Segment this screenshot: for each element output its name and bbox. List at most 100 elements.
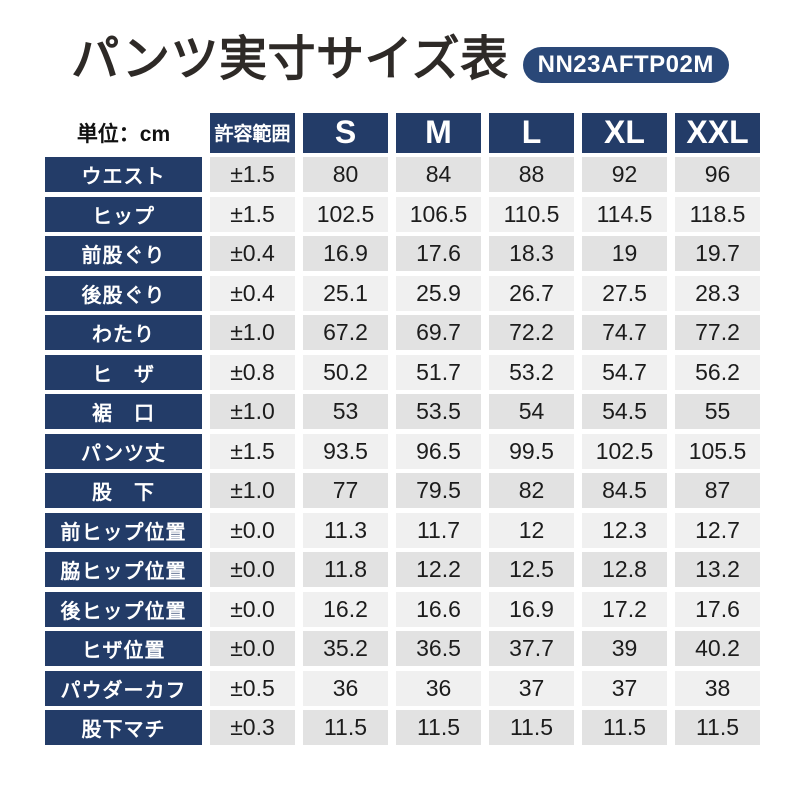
size-value: 11.5 [396,710,481,746]
size-value: 77 [303,473,388,509]
tolerance-value: ±1.5 [210,433,295,469]
size-value: 37 [582,670,667,706]
size-value: 102.5 [303,196,388,232]
size-value: 69.7 [396,315,481,351]
tolerance-value: ±1.0 [210,473,295,509]
row-label: 後股ぐり [45,275,202,311]
size-value: 79.5 [396,473,481,509]
size-value: 17.6 [396,236,481,272]
size-value: 110.5 [489,196,574,232]
size-value: 54.7 [582,354,667,390]
row-label: わたり [45,315,202,351]
size-value: 39 [582,631,667,667]
size-value: 18.3 [489,236,574,272]
size-value: 53.2 [489,354,574,390]
tolerance-value: ±0.0 [210,552,295,588]
size-value: 96.5 [396,433,481,469]
size-value: 88 [489,157,574,193]
size-value: 16.2 [303,591,388,627]
size-value: 87 [675,473,760,509]
size-value: 92 [582,157,667,193]
size-value: 56.2 [675,354,760,390]
size-value: 84.5 [582,473,667,509]
size-value: 16.9 [303,236,388,272]
size-value: 27.5 [582,275,667,311]
size-value: 82 [489,473,574,509]
tolerance-value: ±0.4 [210,275,295,311]
size-value: 106.5 [396,196,481,232]
tolerance-value: ±0.3 [210,710,295,746]
size-value: 25.1 [303,275,388,311]
size-value: 11.5 [303,710,388,746]
row-label: パンツ丈 [45,433,202,469]
size-value: 99.5 [489,433,574,469]
tolerance-value: ±0.4 [210,236,295,272]
row-label: 前ヒップ位置 [45,512,202,548]
tolerance-value: ±1.0 [210,394,295,430]
size-value: 53 [303,394,388,430]
row-label: 裾 口 [45,394,202,430]
size-value: 16.9 [489,591,574,627]
tolerance-value: ±1.5 [210,157,295,193]
size-value: 72.2 [489,315,574,351]
size-value: 36 [303,670,388,706]
row-label: 股下マチ [45,710,202,746]
row-label: ウエスト [45,157,202,193]
size-value: 36 [396,670,481,706]
tolerance-value: ±1.5 [210,196,295,232]
size-value: 19 [582,236,667,272]
unit-label: 単位：cm [76,122,171,146]
size-value: 40.2 [675,631,760,667]
tolerance-value: ±0.8 [210,354,295,390]
size-value: 17.6 [675,591,760,627]
size-value: 11.5 [582,710,667,746]
column-header-l: L [489,112,574,153]
size-value: 54 [489,394,574,430]
column-header-m: M [396,112,481,153]
tolerance-value: ±0.0 [210,591,295,627]
row-label: ヒザ位置 [45,631,202,667]
size-value: 13.2 [675,552,760,588]
row-label: 脇ヒップ位置 [45,552,202,588]
size-value: 11.8 [303,552,388,588]
page-header: パンツ実寸サイズ表 NN23AFTP02M [0,0,800,87]
size-value: 51.7 [396,354,481,390]
column-header-xl: XL [582,112,667,153]
tolerance-value: ±0.0 [210,512,295,548]
column-header-xxl: XXL [675,112,760,153]
size-value: 28.3 [675,275,760,311]
size-value: 12.7 [675,512,760,548]
size-table: 単位：cm 許容範囲 S M L XL XXL ウエスト ±1.5 80 84 88 92… [45,112,760,746]
tolerance-value: ±0.0 [210,631,295,667]
size-value: 11.7 [396,512,481,548]
size-value: 35.2 [303,631,388,667]
size-value: 17.2 [582,591,667,627]
size-value: 55 [675,394,760,430]
size-value: 11.3 [303,512,388,548]
size-value: 74.7 [582,315,667,351]
size-value: 26.7 [489,275,574,311]
size-value: 93.5 [303,433,388,469]
size-value: 25.9 [396,275,481,311]
size-value: 12.5 [489,552,574,588]
size-value: 11.5 [489,710,574,746]
size-value: 16.6 [396,591,481,627]
row-label: 股 下 [45,473,202,509]
row-label: 後ヒップ位置 [45,591,202,627]
size-value: 38 [675,670,760,706]
size-value: 67.2 [303,315,388,351]
size-value: 12.8 [582,552,667,588]
tolerance-value: ±0.5 [210,670,295,706]
size-value: 54.5 [582,394,667,430]
row-label: ヒップ [45,196,202,232]
row-label: パウダーカフ [45,670,202,706]
column-header-s: S [303,112,388,153]
row-label: 前股ぐり [45,236,202,272]
size-value: 80 [303,157,388,193]
size-value: 84 [396,157,481,193]
size-value: 36.5 [396,631,481,667]
size-value: 50.2 [303,354,388,390]
size-value: 12.2 [396,552,481,588]
size-value: 12.3 [582,512,667,548]
